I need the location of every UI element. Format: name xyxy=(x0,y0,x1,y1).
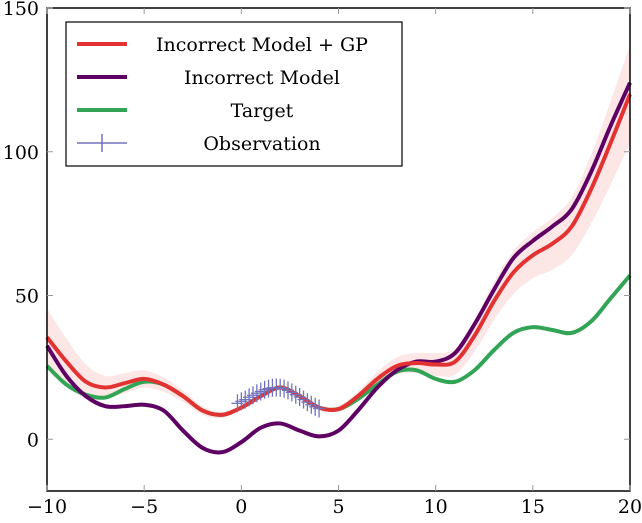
x-tick-label: 20 xyxy=(618,496,642,518)
x-tick-label: −10 xyxy=(27,496,67,518)
legend: Incorrect Model + GP Incorrect Model Tar… xyxy=(65,21,403,167)
observation-point xyxy=(313,399,326,418)
x-tick-label: 10 xyxy=(424,496,448,518)
series-line-incorrect-model xyxy=(45,81,632,455)
y-tick-label: 0 xyxy=(27,429,39,451)
x-tick-label: 5 xyxy=(332,496,344,518)
y-tick-label: 100 xyxy=(3,142,39,164)
x-tick-label: −5 xyxy=(130,496,158,518)
series-line-target xyxy=(45,274,632,417)
legend-label-gp: Incorrect Model + GP xyxy=(156,34,368,56)
y-tick-label: 50 xyxy=(15,286,39,308)
axes: −10 −5 0 5 10 15 20 0 50 100 150 xyxy=(3,0,642,518)
legend-label-incorrect-model: Incorrect Model xyxy=(184,67,340,89)
observation-markers-layer xyxy=(231,378,326,418)
confidence-band-layer xyxy=(47,45,630,419)
x-tick-label: 15 xyxy=(521,496,545,518)
series-lines-layer xyxy=(45,81,632,455)
series-line-incorrect-model-gp xyxy=(45,93,632,417)
legend-label-observation: Observation xyxy=(203,133,320,155)
gp-confidence-band xyxy=(47,45,630,419)
y-tick-label: 150 xyxy=(3,0,39,20)
x-tick-label: 0 xyxy=(235,496,247,518)
legend-label-target: Target xyxy=(231,100,294,122)
